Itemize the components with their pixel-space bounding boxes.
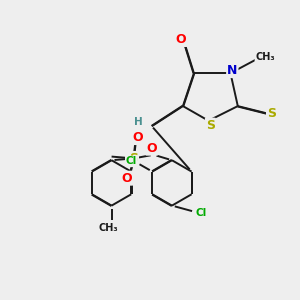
Text: O: O	[176, 33, 186, 46]
Text: O: O	[122, 172, 132, 185]
Text: O: O	[132, 131, 143, 144]
Text: S: S	[129, 152, 138, 165]
Text: S: S	[267, 107, 276, 120]
Text: H: H	[134, 117, 142, 127]
Text: S: S	[206, 118, 215, 132]
Text: N: N	[227, 64, 238, 77]
Text: CH₃: CH₃	[98, 223, 118, 233]
Text: Cl: Cl	[126, 156, 137, 166]
Text: O: O	[146, 142, 157, 155]
Text: Cl: Cl	[196, 208, 207, 218]
Text: CH₃: CH₃	[255, 52, 275, 62]
